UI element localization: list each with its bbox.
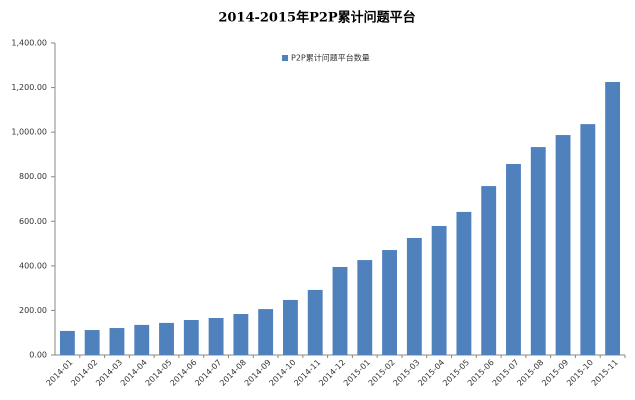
bar [109,328,125,355]
bar [406,238,422,355]
y-tick-label: 400.00 [19,261,47,270]
bar [208,318,224,355]
legend-label: P2P累计问题平台数量 [291,53,370,63]
bar [431,225,447,355]
bar [580,124,596,356]
legend-swatch [282,55,288,61]
bar [481,186,497,355]
bar [382,250,397,355]
y-tick-label: 1,000.00 [11,128,47,137]
bar [159,322,174,355]
bar [456,211,472,355]
bar [283,299,298,355]
bar [357,260,373,355]
bar [183,320,199,355]
y-tick-label: 1,400.00 [11,39,47,48]
bar [332,266,348,355]
bar [84,330,100,355]
bar [233,313,249,355]
y-tick-label: 1,200.00 [11,83,47,92]
bar [134,324,150,355]
chart-title: 2014-2015年P2P累计问题平台 [218,10,415,26]
y-tick-label: 600.00 [19,217,47,226]
y-tick-label: 0.00 [29,351,47,360]
bar [530,147,546,355]
y-tick-label: 200.00 [19,306,47,315]
bar [555,135,571,355]
bar [59,330,75,355]
y-tick-label: 800.00 [19,172,47,181]
bar [605,82,621,355]
bar [258,309,274,355]
x-tick-label: 2015-11 [590,358,620,388]
bar [307,289,323,355]
bar [506,164,521,355]
